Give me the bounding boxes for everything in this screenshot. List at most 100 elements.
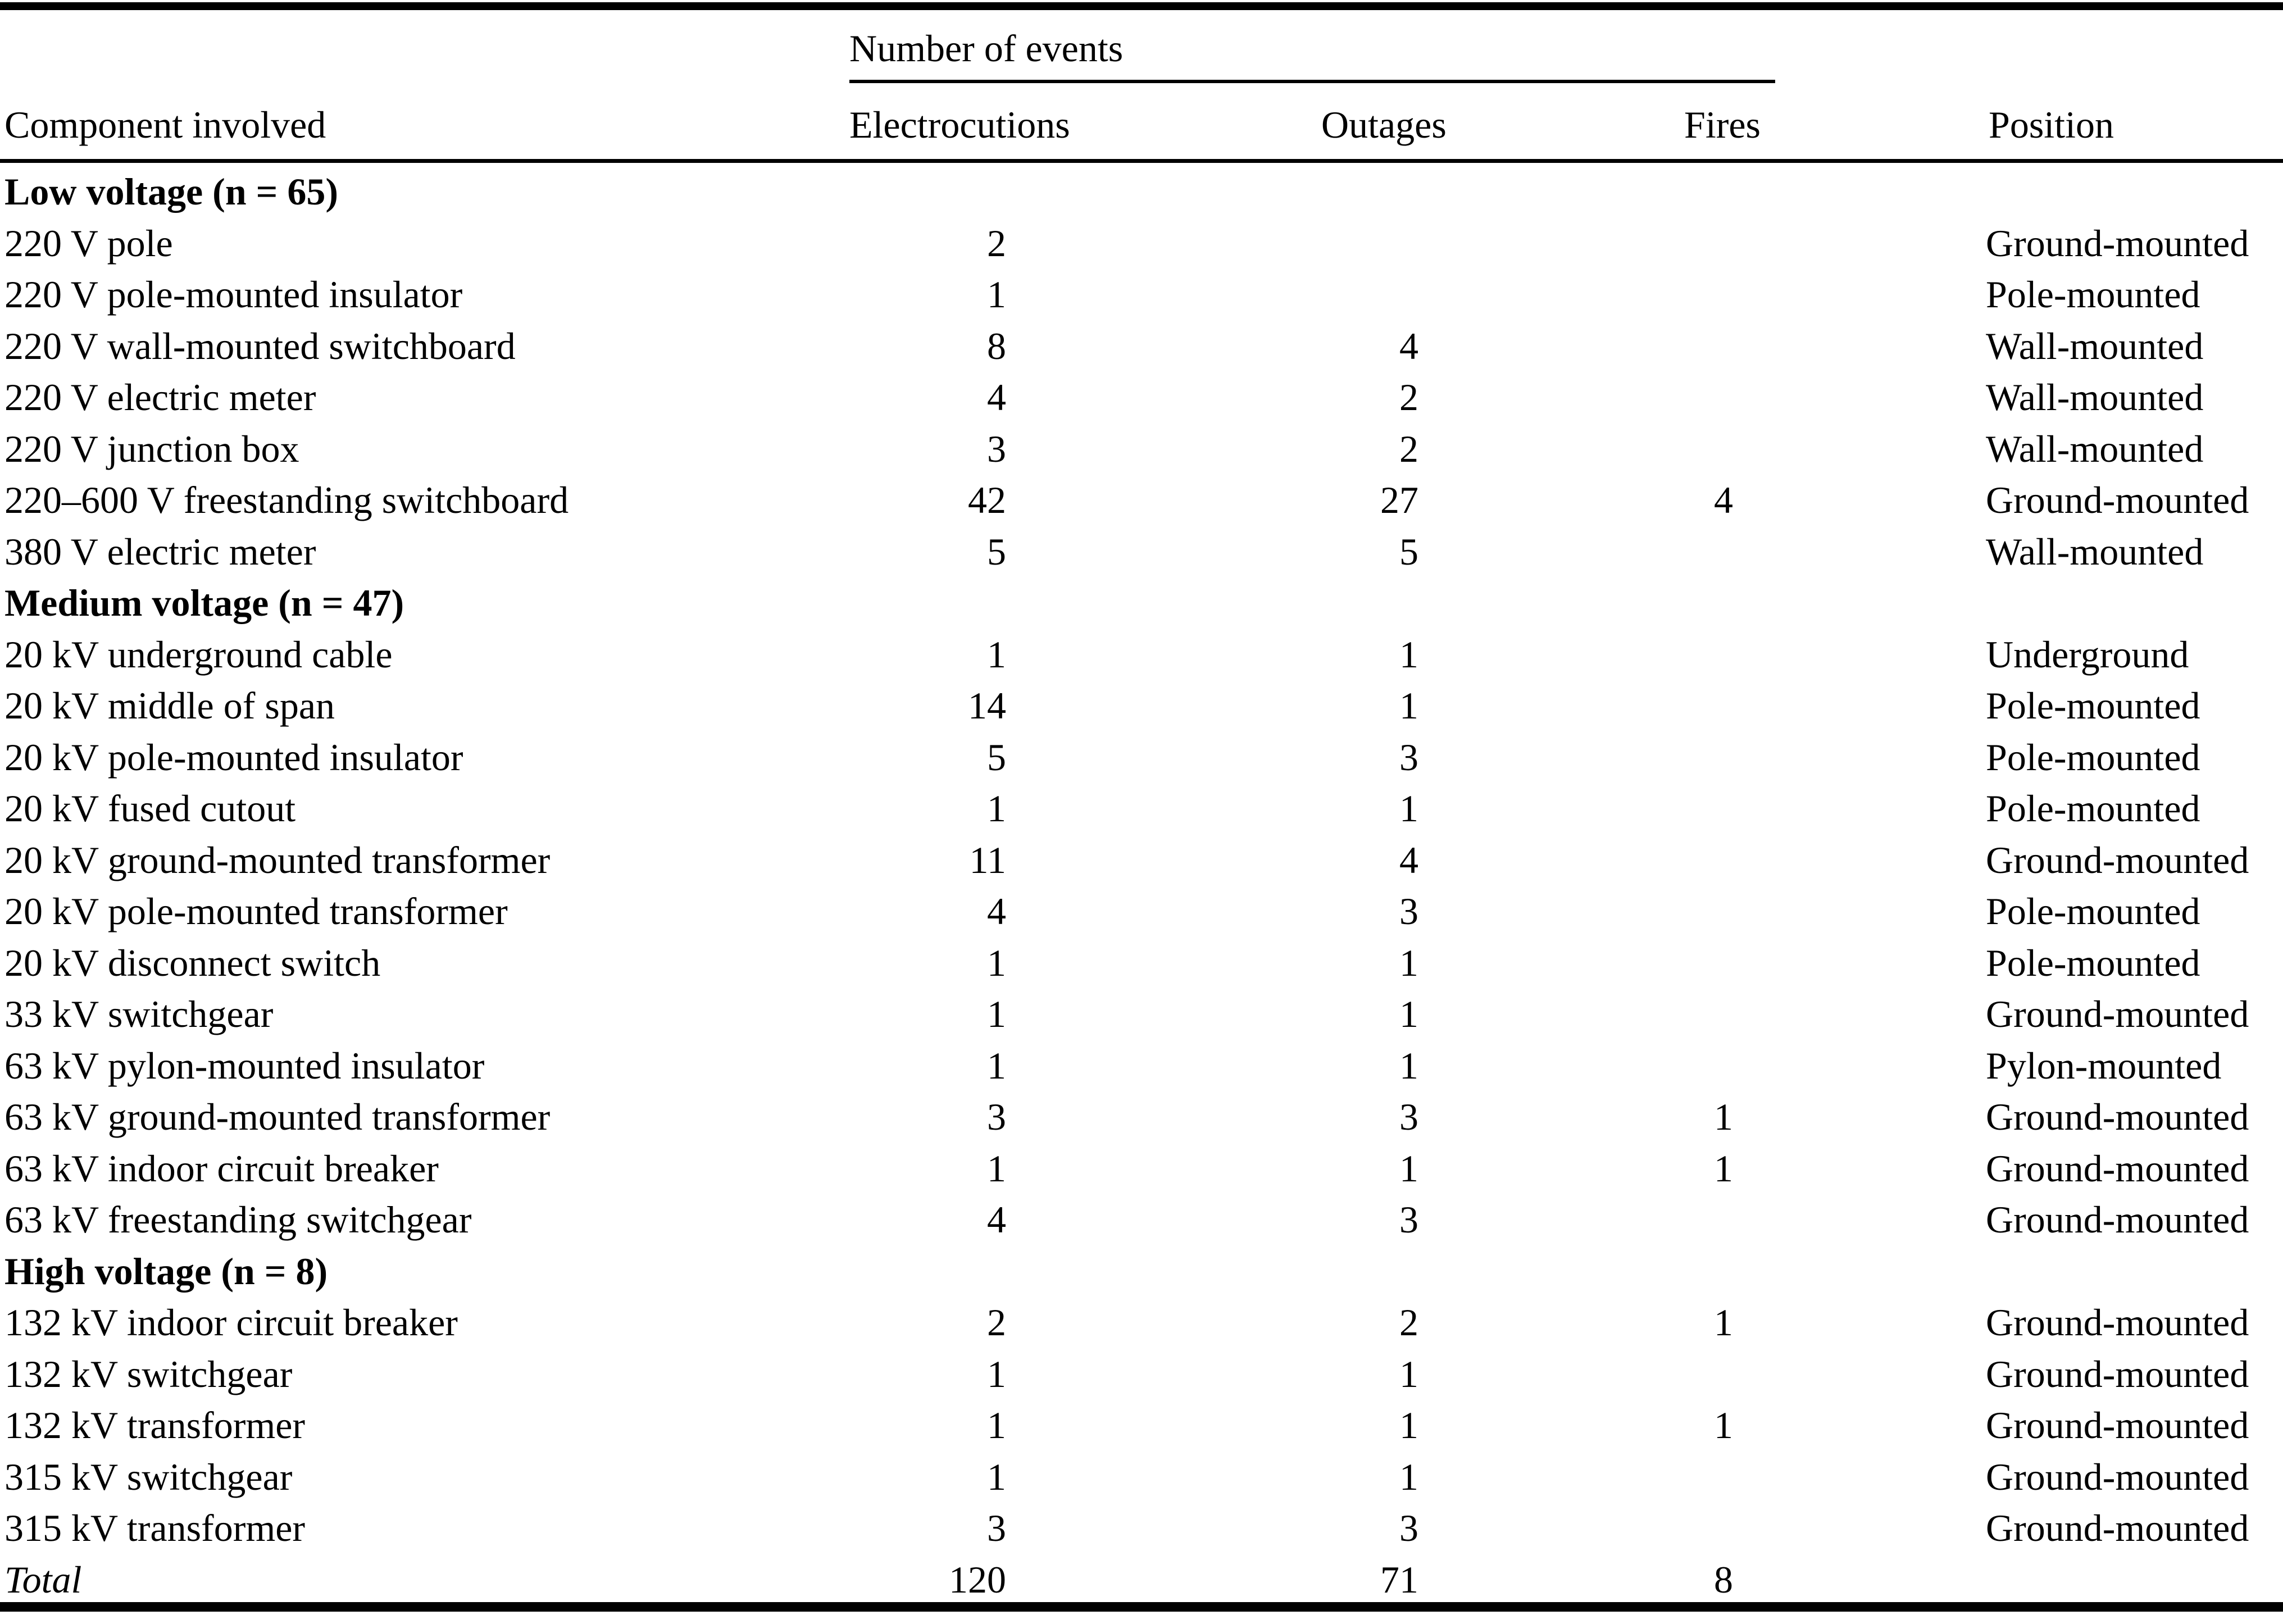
table-row: 20 kV pole-mounted insulator 5 3 Pole-mo… xyxy=(0,732,2283,784)
component-cell: 220 V pole xyxy=(4,221,173,265)
outages-cell: 1 xyxy=(1399,1404,1418,1446)
position-cell: Pole-mounted xyxy=(1986,273,2200,316)
outages-cell: 3 xyxy=(1399,1507,1418,1549)
component-cell: Low voltage (n = 65) xyxy=(4,170,339,213)
component-cell: 63 kV pylon-mounted insulator xyxy=(4,1044,485,1087)
outages-cell: 5 xyxy=(1399,530,1418,573)
table-row: 132 kV indoor circuit breaker 2 2 1 Grou… xyxy=(0,1297,2283,1349)
outages-cell: 2 xyxy=(1399,427,1418,470)
column-header-component: Component involved xyxy=(4,103,326,146)
position-cell: Ground-mounted xyxy=(1986,1095,2249,1138)
electrocutions-cell: 1 xyxy=(987,941,1006,984)
outages-cell: 2 xyxy=(1399,376,1418,418)
position-cell: Ground-mounted xyxy=(1986,1507,2249,1549)
position-cell: Ground-mounted xyxy=(1986,1198,2249,1241)
electrocutions-cell: 1 xyxy=(987,633,1006,676)
outages-cell: 1 xyxy=(1399,1147,1418,1190)
component-cell: Medium voltage (n = 47) xyxy=(4,581,404,624)
table-row: 20 kV fused cutout 1 1 Pole-mounted xyxy=(0,783,2283,835)
component-cell: 380 V electric meter xyxy=(4,530,316,573)
component-cell: 20 kV pole-mounted insulator xyxy=(4,735,463,779)
component-cell: 20 kV fused cutout xyxy=(4,787,296,830)
outages-cell: 1 xyxy=(1399,1044,1418,1087)
column-header-electrocutions: Electrocutions xyxy=(849,103,1070,146)
outages-cell: 2 xyxy=(1399,1301,1418,1344)
electrocutions-cell: 1 xyxy=(987,1352,1006,1395)
component-cell: 33 kV switchgear xyxy=(4,993,274,1035)
component-cell: 63 kV freestanding switchgear xyxy=(4,1198,472,1241)
outages-cell: 3 xyxy=(1399,1198,1418,1241)
table-row: 63 kV indoor circuit breaker 1 1 1 Groun… xyxy=(0,1143,2283,1195)
component-cell: 315 kV transformer xyxy=(4,1507,306,1549)
position-cell: Ground-mounted xyxy=(1986,479,2249,521)
position-cell: Ground-mounted xyxy=(1986,993,2249,1035)
outages-cell: 4 xyxy=(1399,324,1418,367)
component-cell: 315 kV switchgear xyxy=(4,1455,293,1498)
electrocutions-cell: 5 xyxy=(987,530,1006,573)
table-row: 63 kV freestanding switchgear 4 3 Ground… xyxy=(0,1194,2283,1246)
fires-cell: 1 xyxy=(1714,1404,1733,1446)
electrocutions-cell: 2 xyxy=(987,221,1006,265)
electrocutions-cell: 11 xyxy=(969,838,1006,881)
component-cell: 220 V pole-mounted insulator xyxy=(4,273,463,316)
table-row: 33 kV switchgear 1 1 Ground-mounted xyxy=(0,989,2283,1040)
table-row: 20 kV pole-mounted transformer 4 3 Pole-… xyxy=(0,886,2283,938)
table-row: High voltage (n = 8) xyxy=(0,1246,2283,1298)
electrocutions-cell: 8 xyxy=(987,324,1006,367)
outages-cell: 71 xyxy=(1380,1558,1418,1601)
component-cell: 20 kV middle of span xyxy=(4,684,335,727)
outages-cell: 4 xyxy=(1399,838,1418,881)
position-cell: Ground-mounted xyxy=(1986,221,2249,265)
outages-cell: 1 xyxy=(1399,993,1418,1035)
table-row: 20 kV ground-mounted transformer 11 4 Gr… xyxy=(0,835,2283,886)
outages-cell: 3 xyxy=(1399,735,1418,779)
position-cell: Wall-mounted xyxy=(1986,376,2204,418)
table-row: 380 V electric meter 5 5 Wall-mounted xyxy=(0,526,2283,578)
component-cell: 63 kV indoor circuit breaker xyxy=(4,1147,439,1190)
table-top-rule xyxy=(0,2,2283,10)
column-header-fires: Fires xyxy=(1684,103,1761,146)
position-cell: Ground-mounted xyxy=(1986,1301,2249,1344)
electrocutions-cell: 3 xyxy=(987,1507,1006,1549)
table-row: 220–600 V freestanding switchboard 42 27… xyxy=(0,475,2283,526)
table-row: 63 kV pylon-mounted insulator 1 1 Pylon-… xyxy=(0,1040,2283,1092)
table-row: 220 V electric meter 4 2 Wall-mounted xyxy=(0,372,2283,424)
column-header-position: Position xyxy=(1989,103,2114,146)
electrocutions-cell: 4 xyxy=(987,1198,1006,1241)
outages-cell: 1 xyxy=(1399,941,1418,984)
position-cell: Wall-mounted xyxy=(1986,324,2204,367)
component-cell: High voltage (n = 8) xyxy=(4,1249,328,1293)
component-cell: 20 kV ground-mounted transformer xyxy=(4,838,551,881)
electrocutions-cell: 120 xyxy=(949,1558,1006,1601)
electrocutions-cell: 14 xyxy=(968,684,1006,727)
outages-cell: 1 xyxy=(1399,633,1418,676)
component-cell: 20 kV pole-mounted transformer xyxy=(4,890,508,932)
outages-cell: 1 xyxy=(1399,1455,1418,1498)
electrocutions-cell: 4 xyxy=(987,376,1006,418)
position-cell: Underground xyxy=(1986,633,2189,676)
table-row: 20 kV underground cable 1 1 Underground xyxy=(0,629,2283,681)
electrocutions-cell: 3 xyxy=(987,427,1006,470)
electrocutions-cell: 1 xyxy=(987,1455,1006,1498)
position-cell: Ground-mounted xyxy=(1986,838,2249,881)
component-cell: 63 kV ground-mounted transformer xyxy=(4,1095,551,1138)
component-cell: 220–600 V freestanding switchboard xyxy=(4,479,569,521)
position-cell: Pole-mounted xyxy=(1986,941,2200,984)
fires-cell: 1 xyxy=(1714,1147,1733,1190)
electrocutions-cell: 42 xyxy=(968,479,1006,521)
position-cell: Pylon-mounted xyxy=(1986,1044,2222,1087)
table-body: Low voltage (n = 65) 220 V pole 2 Ground… xyxy=(0,166,2283,1605)
electrocutions-cell: 1 xyxy=(987,1404,1006,1446)
table-row: Total 120 71 8 xyxy=(0,1554,2283,1606)
table-row: 132 kV transformer 1 1 1 Ground-mounted xyxy=(0,1400,2283,1452)
outages-cell: 3 xyxy=(1399,1095,1418,1138)
component-cell: 220 V junction box xyxy=(4,427,299,470)
component-cell: 132 kV indoor circuit breaker xyxy=(4,1301,458,1344)
electrocutions-cell: 5 xyxy=(987,735,1006,779)
outages-cell: 3 xyxy=(1399,890,1418,932)
position-cell: Wall-mounted xyxy=(1986,530,2204,573)
electrocutions-cell: 1 xyxy=(987,273,1006,316)
table-row: 63 kV ground-mounted transformer 3 3 1 G… xyxy=(0,1091,2283,1143)
outages-cell: 1 xyxy=(1399,1352,1418,1395)
